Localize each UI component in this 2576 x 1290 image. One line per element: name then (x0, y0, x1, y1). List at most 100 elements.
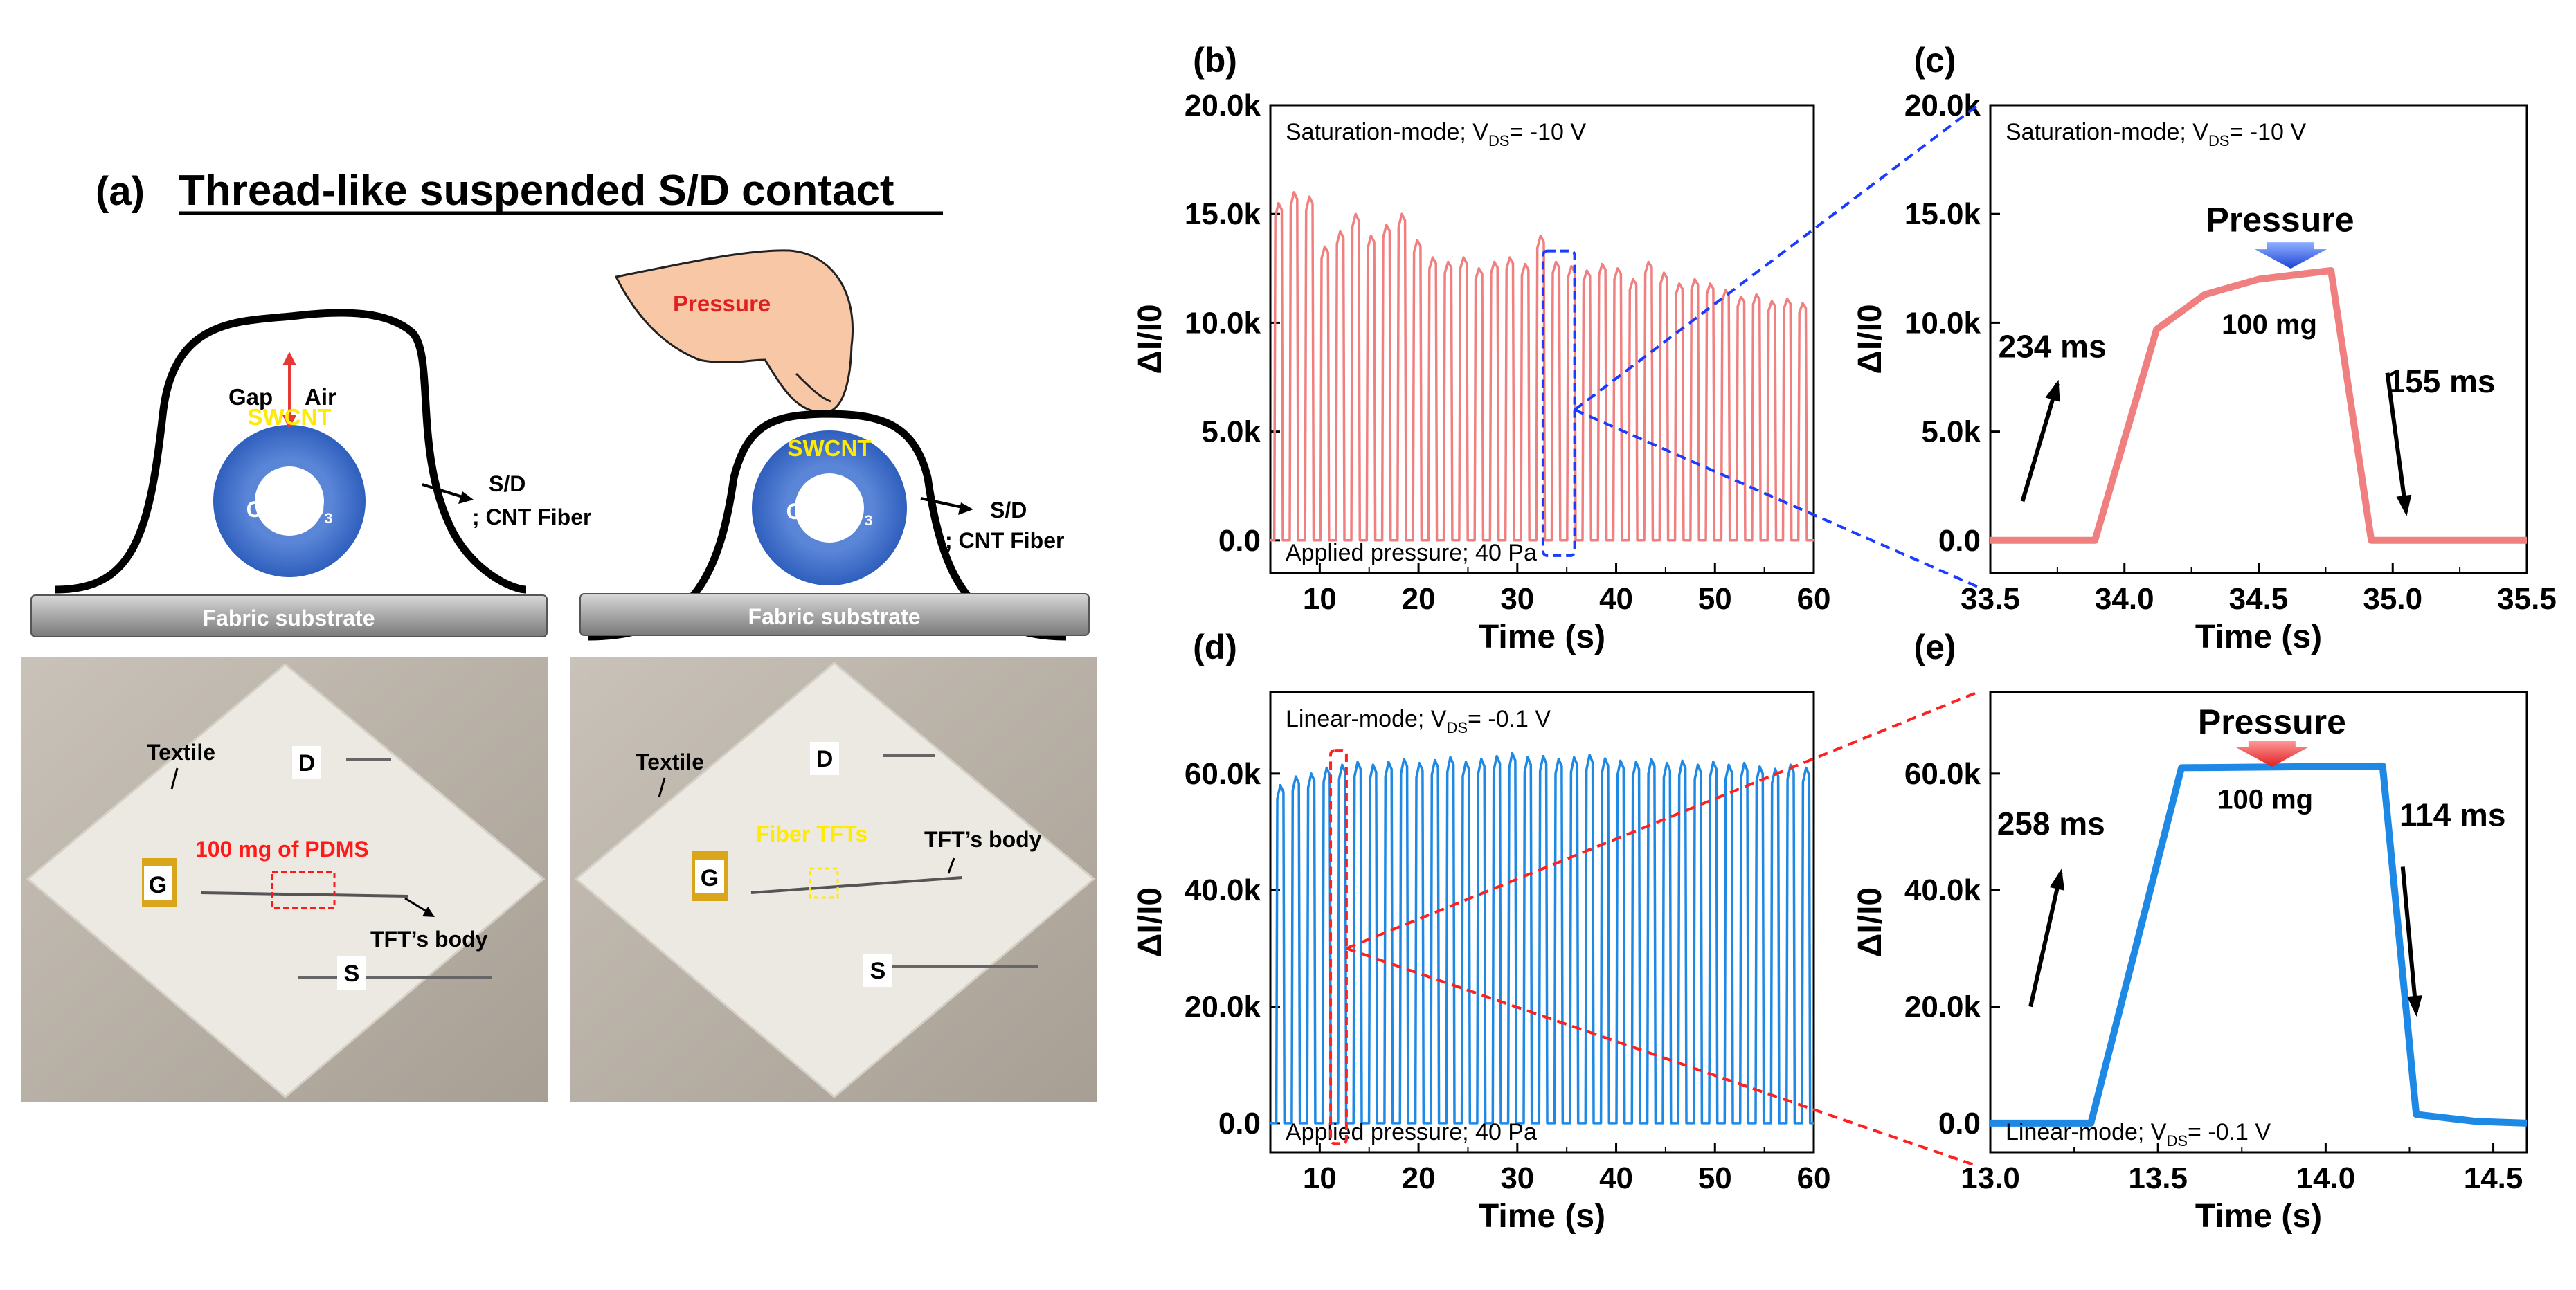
panel-a-label: (a) (96, 169, 145, 214)
x-tick-label: 40 (1599, 1161, 1633, 1195)
photo-left-textile-arrow (170, 767, 179, 790)
mode-text: Saturation-mode; V (2006, 119, 2208, 145)
mode-text: Linear-mode; V (1286, 706, 1447, 732)
right-sd-label: S/D (990, 498, 1027, 523)
y-tick-label: 60.0k (1185, 757, 1261, 791)
chart-e: (e) 0.0 20.0k 40.0k 60.0k 13.0 13.5 14.0 14.5 Tim… (1852, 628, 2528, 1235)
x-axis-label: Time (s) (2195, 1198, 2322, 1235)
x-tick-label: 34.5 (2229, 582, 2289, 616)
left-cnt-fiber-arch (55, 309, 527, 594)
photo-left-pdms-label: 100 mg of PDMS (195, 837, 369, 862)
mode-value: = -0.1 V (1468, 706, 1551, 732)
y-tick-label: 15.0k (1904, 197, 1981, 231)
mode-annotation: Saturation-mode; VDS= -10 V (1286, 119, 1586, 149)
y-tick-label: 40.0k (1185, 873, 1261, 907)
panel-label: (c) (1913, 41, 1956, 80)
x-tick-label: 34.0 (2095, 582, 2154, 616)
mode-subscript: DS (1446, 719, 1468, 736)
photo-right-fiber-box (809, 867, 839, 899)
mode-subscript: DS (1488, 132, 1510, 149)
fall-arrow-head (2396, 494, 2412, 516)
mode-value: = -0.1 V (2188, 1119, 2271, 1145)
mode-annotation: Linear-mode; VDS= -0.1 V (2006, 1119, 2271, 1150)
photo-left-tft-body (200, 891, 409, 898)
rise-arrow-line (2020, 383, 2060, 502)
rise-time-label: 258 ms (1997, 806, 2105, 842)
left-gap-label: Gap (228, 384, 273, 410)
right-substrate-label: Fabric substrate (748, 604, 921, 629)
photo-right-textile-arrow (658, 777, 666, 798)
y-tick-label: 0.0 (1938, 524, 1981, 558)
fall-time-label: 155 ms (2388, 363, 2496, 399)
y-tick-label: 60.0k (1904, 757, 1981, 791)
rise-arrow-head (2045, 379, 2060, 402)
photo-left-s-box (337, 956, 366, 990)
y-tick-label: 0.0 (1218, 524, 1261, 558)
mode-annotation: Saturation-mode; VDS= -10 V (2006, 119, 2306, 149)
pressure-annotation: Applied pressure; 40 Pa (1286, 1119, 1537, 1145)
photo-right-textile-label: Textile (636, 750, 704, 774)
left-cnt-label: ; CNT Fiber (472, 505, 591, 529)
rise-arrow-line (2028, 872, 2063, 1008)
x-tick-label: 60 (1797, 582, 1831, 616)
photo-right-body-label: TFT’s body (924, 827, 1042, 852)
right-cnt-fiber-arch (588, 410, 1067, 641)
mode-text: Linear-mode; V (2006, 1119, 2167, 1145)
finger-nail-icon (795, 372, 831, 403)
pressure-annotation: Applied pressure; 40 Pa (1286, 540, 1537, 566)
left-gap-arrow-down (282, 415, 296, 429)
left-schematic: Gap Air SWCNT Cr/Al2O3 S/D ; CNT Fiber F… (30, 309, 591, 637)
zoom-highlight-box (1329, 749, 1348, 1145)
right-ring-hole (795, 473, 864, 543)
fall-arrow-line (2400, 866, 2419, 1013)
right-sd-arrowhead (958, 502, 973, 515)
photo-right-g-box (695, 860, 724, 893)
photo-right-d-box (810, 742, 839, 775)
y-tick-label: 40.0k (1904, 873, 1981, 907)
mode-text: Saturation-mode; V (1286, 119, 1488, 145)
chart-c: (c) 0.0 5.0k 10.0k 15.0k 20.0k 33.5 34.0 34.5 35.… (1852, 41, 2557, 655)
photo-left-s-label: S (344, 961, 360, 987)
photo-right-textile (574, 662, 1096, 1098)
right-schematic: Pressure SWCNT Cr/Al2O3 S/D ; CNT Fiber … (579, 249, 1090, 641)
y-axis-label: ΔI/I0 (1852, 304, 1889, 374)
left-core-label: Cr/Al2O3 (246, 497, 333, 527)
y-axis-label: ΔI/I0 (1132, 887, 1169, 957)
plot-frame (1269, 691, 1815, 1154)
y-tick-label: 20.0k (1904, 89, 1981, 122)
photo-left-d-box (292, 746, 321, 779)
chart-d: (d) 0.0 20.0k 40.0k 60.0k 10 20 30 40 50 60 Time (s… (1132, 628, 1830, 1235)
photo-left: G D S Textile 100 mg of PDMS TFT’s body (21, 657, 548, 1102)
y-tick-label: 10.0k (1904, 306, 1981, 340)
mass-label: 100 mg (2217, 784, 2313, 815)
photo-left-textile (26, 663, 546, 1098)
panel-label: (b) (1193, 41, 1237, 80)
mode-subscript: DS (2208, 132, 2230, 149)
photo-left-body-label: TFT’s body (370, 927, 488, 952)
photo-right-tft-body (750, 876, 963, 894)
finger-icon (614, 249, 854, 414)
photo-left-body-arrow (404, 897, 429, 914)
photo-right-body-arrow (947, 857, 955, 874)
pressure-arrow-icon (2255, 242, 2327, 269)
mode-annotation: Linear-mode; VDS= -0.1 V (1286, 706, 1551, 736)
panel-a-title: Thread-like suspended S/D contact (179, 167, 894, 215)
zoom-connector-top (1346, 691, 1979, 950)
left-substrate-label: Fabric substrate (203, 606, 375, 630)
series-line (1270, 752, 1814, 1125)
y-tick-label: 20.0k (1185, 89, 1261, 122)
y-tick-label: 0.0 (1218, 1107, 1261, 1141)
x-tick-label: 14.0 (2296, 1161, 2356, 1195)
left-swcnt-label: SWCNT (248, 404, 332, 430)
photo-right-s-label: S (870, 958, 886, 984)
mass-label: 100 mg (2222, 309, 2317, 340)
plot-frame (1989, 691, 2528, 1154)
y-tick-label: 5.0k (1201, 415, 1261, 449)
x-tick-label: 13.5 (2128, 1161, 2188, 1195)
x-axis-label: Time (s) (1479, 1198, 1605, 1235)
y-tick-label: 20.0k (1904, 990, 1981, 1024)
x-tick-label: 30 (1500, 582, 1534, 616)
left-sd-arrowhead (458, 491, 474, 504)
panel-a: (a) Thread-like suspended S/D contact Ga… (21, 167, 1097, 1102)
